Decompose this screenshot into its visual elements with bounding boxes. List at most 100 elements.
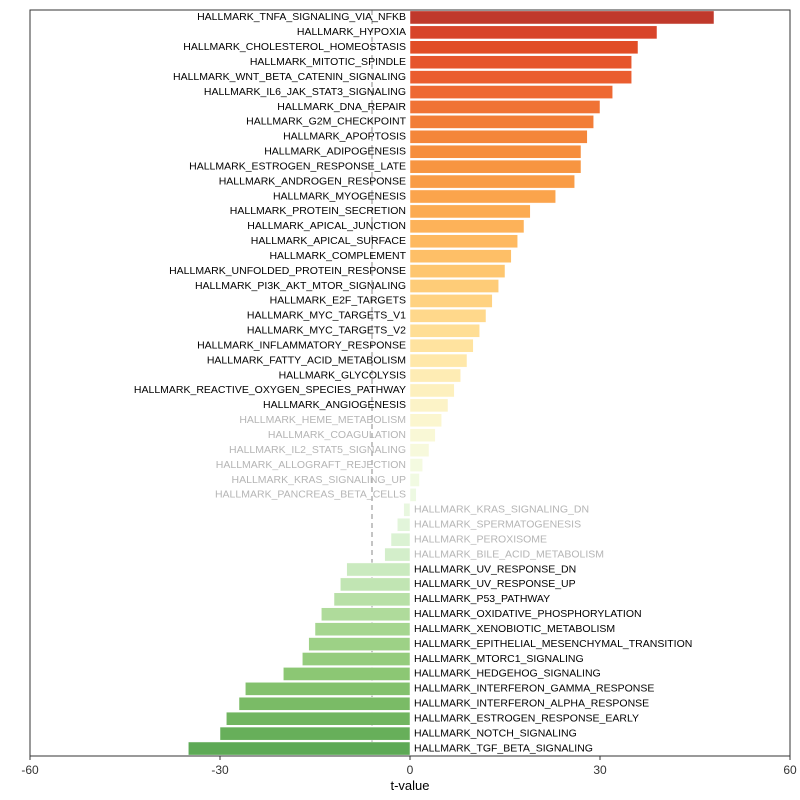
bar: [220, 727, 410, 740]
bar-label: HALLMARK_HYPOXIA: [297, 26, 406, 38]
bar-label: HALLMARK_REACTIVE_OXYGEN_SPECIES_PATHWAY: [134, 384, 406, 396]
bar: [410, 205, 530, 218]
bar-label: HALLMARK_ESTROGEN_RESPONSE_EARLY: [414, 712, 639, 724]
bar: [410, 220, 524, 233]
bar: [340, 578, 410, 591]
bar: [410, 100, 600, 113]
bar-label: HALLMARK_OXIDATIVE_PHOSPHORYLATION: [414, 608, 642, 620]
x-tick-label: 60: [783, 763, 797, 777]
bar-label: HALLMARK_BILE_ACID_METABOLISM: [414, 548, 604, 560]
bar: [410, 175, 575, 188]
bar: [410, 309, 486, 322]
bar: [283, 667, 410, 680]
bar-label: HALLMARK_TGF_BETA_SIGNALING: [414, 742, 593, 754]
bar: [410, 354, 467, 367]
bar: [410, 235, 518, 248]
bar-label: HALLMARK_GLYCOLYSIS: [279, 369, 406, 381]
bar: [410, 488, 416, 501]
bar: [410, 145, 581, 158]
bar-label: HALLMARK_ANGIOGENESIS: [263, 399, 406, 411]
bar: [410, 11, 714, 24]
bar: [334, 593, 410, 606]
bar: [188, 742, 410, 755]
bar-label: HALLMARK_COAGULATION: [268, 429, 406, 441]
bar: [226, 712, 410, 725]
bar-label: HALLMARK_FATTY_ACID_METABOLISM: [207, 354, 406, 366]
bar-label: HALLMARK_P53_PATHWAY: [414, 593, 550, 605]
x-tick-label: 30: [593, 763, 607, 777]
bar-label: HALLMARK_UV_RESPONSE_DN: [414, 563, 576, 575]
bar: [410, 324, 480, 337]
bar-label: HALLMARK_E2F_TARGETS: [270, 295, 406, 307]
bar: [410, 160, 581, 173]
bar-label: HALLMARK_G2M_CHECKPOINT: [246, 116, 406, 128]
bar-label: HALLMARK_ADIPOGENESIS: [264, 146, 406, 158]
bar: [239, 697, 410, 710]
bar-label: HALLMARK_PEROXISOME: [414, 533, 547, 545]
bar-label: HALLMARK_APICAL_SURFACE: [251, 235, 406, 247]
bar-label: HALLMARK_IL6_JAK_STAT3_SIGNALING: [204, 86, 406, 98]
x-axis-title: t-value: [390, 778, 429, 793]
bar-label: HALLMARK_ALLOGRAFT_REJECTION: [216, 459, 406, 471]
bar: [410, 41, 638, 54]
bar-label: HALLMARK_MYC_TARGETS_V1: [247, 310, 406, 322]
bar: [315, 623, 410, 636]
bar-label: HALLMARK_COMPLEMENT: [269, 250, 406, 262]
bar-label: HALLMARK_NOTCH_SIGNALING: [414, 727, 577, 739]
bar-label: HALLMARK_EPITHELIAL_MESENCHYMAL_TRANSITI…: [414, 638, 692, 650]
bar: [410, 190, 556, 203]
bar: [410, 265, 505, 278]
bar-label: HALLMARK_TNFA_SIGNALING_VIA_NFKB: [197, 11, 406, 23]
bar: [410, 414, 442, 427]
bar: [410, 473, 420, 486]
bar: [410, 458, 423, 471]
bar-label: HALLMARK_PROTEIN_SECRETION: [230, 205, 406, 217]
bar-label: HALLMARK_INFLAMMATORY_RESPONSE: [197, 339, 406, 351]
bar-label: HALLMARK_MITOTIC_SPINDLE: [250, 56, 406, 68]
bar: [410, 294, 492, 307]
bar-label: HALLMARK_SPERMATOGENESIS: [414, 519, 581, 531]
bar: [410, 279, 499, 292]
bar-label: HALLMARK_PI3K_AKT_MTOR_SIGNALING: [195, 280, 406, 292]
bar: [302, 652, 410, 665]
bar: [391, 533, 410, 546]
bar-label: HALLMARK_INTERFERON_ALPHA_RESPONSE: [414, 698, 649, 710]
bar-label: HALLMARK_APOPTOSIS: [283, 131, 406, 143]
bar: [410, 384, 454, 397]
bar: [404, 503, 410, 516]
bar-label: HALLMARK_DNA_REPAIR: [277, 101, 406, 113]
bar: [410, 85, 613, 98]
bar: [410, 429, 435, 442]
bar: [410, 115, 594, 128]
bar: [397, 518, 410, 531]
bar: [410, 130, 587, 143]
bar-label: HALLMARK_INTERFERON_GAMMA_RESPONSE: [414, 683, 654, 695]
bar: [347, 563, 410, 576]
bar-label: HALLMARK_UNFOLDED_PROTEIN_RESPONSE: [169, 265, 406, 277]
bar-label: HALLMARK_ESTROGEN_RESPONSE_LATE: [189, 160, 406, 172]
bar: [410, 26, 657, 39]
bar-label: HALLMARK_KRAS_SIGNALING_UP: [232, 474, 406, 486]
bar-label: HALLMARK_KRAS_SIGNALING_DN: [414, 504, 589, 516]
bar: [410, 399, 448, 412]
bar-label: HALLMARK_HEDGEHOG_SIGNALING: [414, 668, 601, 680]
bar: [410, 444, 429, 457]
hallmark-tvalue-chart: HALLMARK_TNFA_SIGNALING_VIA_NFKB HALLMARK…: [0, 0, 800, 800]
bar-label: HALLMARK_UV_RESPONSE_UP: [414, 578, 576, 590]
bar-label: HALLMARK_APICAL_JUNCTION: [247, 220, 406, 232]
bar-label: HALLMARK_MYOGENESIS: [273, 190, 406, 202]
bar: [410, 369, 461, 382]
bar: [245, 682, 410, 695]
bar-label: HALLMARK_CHOLESTEROL_HOMEOSTASIS: [183, 41, 406, 53]
bar-label: HALLMARK_HEME_METABOLISM: [239, 414, 406, 426]
bar: [410, 339, 473, 352]
x-tick-label: -60: [21, 763, 39, 777]
bar-label: HALLMARK_PANCREAS_BETA_CELLS: [215, 489, 406, 501]
chart-svg: HALLMARK_TNFA_SIGNALING_VIA_NFKB HALLMARK…: [0, 0, 800, 800]
bar-label: HALLMARK_XENOBIOTIC_METABOLISM: [414, 623, 615, 635]
bar-label: HALLMARK_MYC_TARGETS_V2: [247, 325, 406, 337]
bar: [410, 250, 511, 263]
x-tick-label: 0: [407, 763, 414, 777]
x-tick-label: -30: [211, 763, 229, 777]
bar: [410, 56, 632, 69]
